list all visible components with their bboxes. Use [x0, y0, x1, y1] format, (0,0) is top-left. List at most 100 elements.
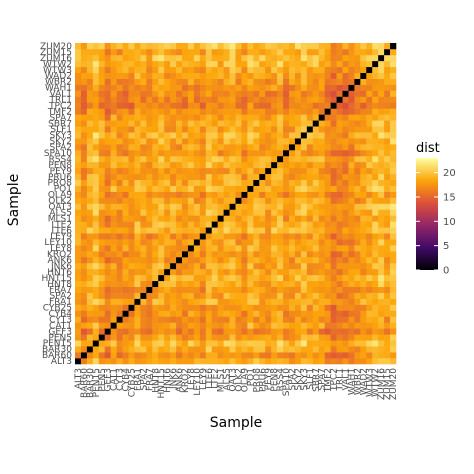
heatmap-cell [360, 96, 367, 103]
heatmap-cell [294, 233, 302, 240]
heatmap-cell [372, 227, 379, 234]
heatmap-cell [330, 161, 337, 169]
heatmap-cell [300, 316, 308, 323]
heatmap-cell [229, 328, 236, 335]
heatmap-cell [372, 173, 379, 181]
heatmap-cell [241, 280, 248, 288]
heatmap-cell [259, 221, 266, 228]
heatmap-cell [235, 155, 242, 163]
heatmap-cell [235, 340, 242, 347]
heatmap-cell [146, 286, 153, 293]
heatmap-cell [241, 245, 248, 252]
heatmap-cell [104, 126, 111, 133]
heatmap-cell [318, 173, 325, 181]
heatmap-cell [235, 197, 242, 204]
heatmap-cell [223, 144, 230, 151]
heatmap-cell [187, 274, 195, 282]
x-tick-label: SLF1 [306, 368, 316, 390]
heatmap-cell [366, 161, 373, 169]
heatmap-cell [211, 114, 218, 121]
heatmap-cell [211, 173, 218, 181]
heatmap-cell [146, 120, 153, 127]
heatmap-cell [241, 144, 248, 151]
heatmap-cell [170, 48, 177, 56]
heatmap-cell [265, 280, 272, 288]
heatmap-cell [75, 155, 82, 163]
heatmap-cell [294, 179, 302, 186]
heatmap-cell [170, 191, 177, 198]
heatmap-cell [98, 173, 106, 181]
heatmap-cell [241, 340, 248, 347]
heatmap-cell [354, 280, 361, 288]
heatmap-cell [300, 179, 308, 186]
heatmap-cell [86, 310, 94, 317]
heatmap-cell [122, 155, 129, 163]
heatmap-cell [259, 173, 266, 181]
heatmap-cell [211, 43, 218, 50]
heatmap-cell [372, 197, 379, 204]
heatmap-cell [193, 150, 201, 157]
heatmap-cell [92, 358, 100, 365]
heatmap-cell [164, 221, 171, 228]
heatmap-cell [277, 239, 284, 246]
heatmap-cell [306, 167, 314, 175]
heatmap-cell [199, 286, 207, 293]
heatmap-cell [176, 191, 183, 198]
heatmap-cell [158, 173, 165, 181]
heatmap-cell [372, 84, 379, 91]
heatmap-cell [283, 60, 290, 68]
heatmap-cell [98, 274, 106, 282]
heatmap-cell [146, 173, 153, 181]
heatmap-cell [336, 197, 343, 204]
heatmap-cell [241, 185, 248, 192]
heatmap-cell [86, 108, 94, 115]
heatmap-cell [193, 262, 201, 270]
heatmap-cell [170, 328, 177, 335]
heatmap-cell [366, 274, 373, 282]
heatmap-cell [378, 191, 385, 198]
heatmap-cell [86, 144, 94, 151]
heatmap-cell [134, 221, 141, 228]
heatmap-cell [384, 138, 391, 145]
heatmap-cell [360, 221, 367, 228]
heatmap-cell [289, 78, 296, 85]
heatmap-cell [128, 155, 135, 163]
heatmap-cell [98, 48, 106, 56]
heatmap-cell [86, 114, 94, 121]
heatmap-cell [348, 78, 355, 85]
heatmap-cell [110, 227, 117, 234]
heatmap-cell [170, 179, 177, 186]
heatmap-cell [366, 203, 373, 210]
heatmap-cell [384, 310, 391, 317]
heatmap-cell [86, 78, 94, 85]
heatmap-cell [289, 257, 296, 264]
heatmap-cell [235, 120, 242, 127]
heatmap-cell [384, 173, 391, 181]
heatmap-cell [312, 144, 320, 151]
heatmap-cell [205, 96, 213, 103]
heatmap-cell [158, 322, 165, 329]
heatmap-cell [146, 215, 153, 222]
heatmap-cell [229, 138, 236, 145]
heatmap-cell [247, 251, 254, 258]
heatmap-cell [283, 251, 290, 258]
heatmap-cell [146, 72, 153, 79]
heatmap-cell [217, 191, 224, 198]
heatmap-cell [390, 298, 397, 305]
legend-tick-label: 20 [443, 168, 456, 179]
heatmap-cell [330, 120, 337, 127]
heatmap-cell [217, 43, 224, 50]
heatmap-cell [146, 90, 153, 97]
heatmap-cell [92, 268, 100, 276]
heatmap-cell [158, 191, 165, 198]
heatmap-cell [324, 126, 331, 133]
heatmap-cell [176, 114, 183, 121]
heatmap-cell [253, 328, 260, 335]
heatmap-cell [271, 239, 278, 246]
heatmap-cell [289, 43, 296, 50]
heatmap-cell [348, 286, 355, 293]
heatmap-cell [164, 268, 171, 276]
heatmap-cell [390, 346, 397, 353]
heatmap-cell [259, 197, 266, 204]
